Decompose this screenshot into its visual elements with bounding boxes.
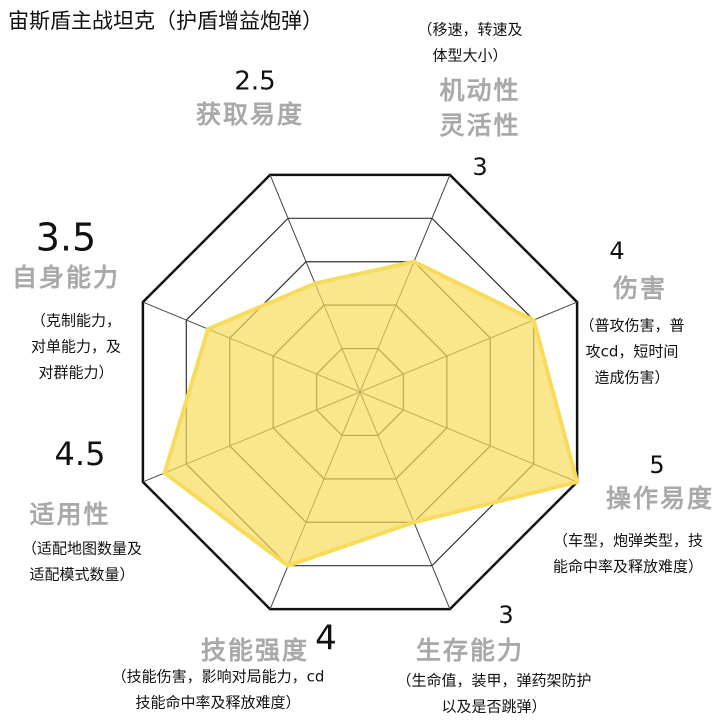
score-label: 5 bbox=[649, 451, 664, 479]
axis-description: 以及是否跳弹） bbox=[441, 698, 546, 716]
score-label: 4 bbox=[609, 237, 624, 265]
axis-name: 灵活性 bbox=[439, 111, 520, 140]
axis-name: 自身能力 bbox=[12, 263, 120, 292]
axis-description: 技能命中率及释放难度） bbox=[135, 694, 300, 712]
axis-description: 适配模式数量） bbox=[29, 566, 134, 584]
axis-description: 攻cd，短时间 bbox=[586, 343, 679, 361]
score-label: 3 bbox=[472, 153, 487, 181]
axis-name: 适用性 bbox=[29, 500, 110, 529]
axis-name: 生存能力 bbox=[416, 636, 524, 665]
axis-description: 对单能力，及 bbox=[31, 338, 121, 356]
axis-description: （车型，炮弹类型，技 bbox=[553, 532, 703, 550]
score-label: 3 bbox=[498, 601, 513, 629]
axis-name: 技能强度 bbox=[201, 636, 309, 665]
axis-description: （技能伤害，影响对局能力，cd bbox=[112, 668, 325, 686]
score-label: 2.5 bbox=[234, 67, 275, 97]
axis-description: （生命值，装甲，弹药架防护 bbox=[396, 672, 591, 690]
axis-name: 获取易度 bbox=[196, 100, 304, 129]
axis-description: 造成伤害） bbox=[594, 369, 669, 387]
data-area bbox=[162, 259, 580, 568]
axis-name: 伤害 bbox=[612, 274, 667, 303]
axis-description: （移速，转速及 bbox=[417, 21, 522, 39]
axis-name: 操作易度 bbox=[606, 484, 714, 513]
axis-description: 对群能力） bbox=[38, 364, 113, 382]
score-label: 3.5 bbox=[36, 216, 96, 260]
axis-description: （克制能力， bbox=[31, 312, 121, 330]
score-label: 4.5 bbox=[55, 435, 106, 473]
chart-title: 宙斯盾主战坦克（护盾增益炮弹） bbox=[8, 9, 323, 33]
axis-description: 能命中率及释放难度） bbox=[553, 558, 703, 576]
axis-description: （适配地图数量及 bbox=[22, 540, 142, 558]
axis-description: 体型大小） bbox=[432, 47, 507, 65]
score-label: 4 bbox=[315, 619, 337, 659]
axis-description: （普攻伤害，普 bbox=[579, 317, 684, 335]
axis-name: 机动性 bbox=[439, 76, 520, 105]
